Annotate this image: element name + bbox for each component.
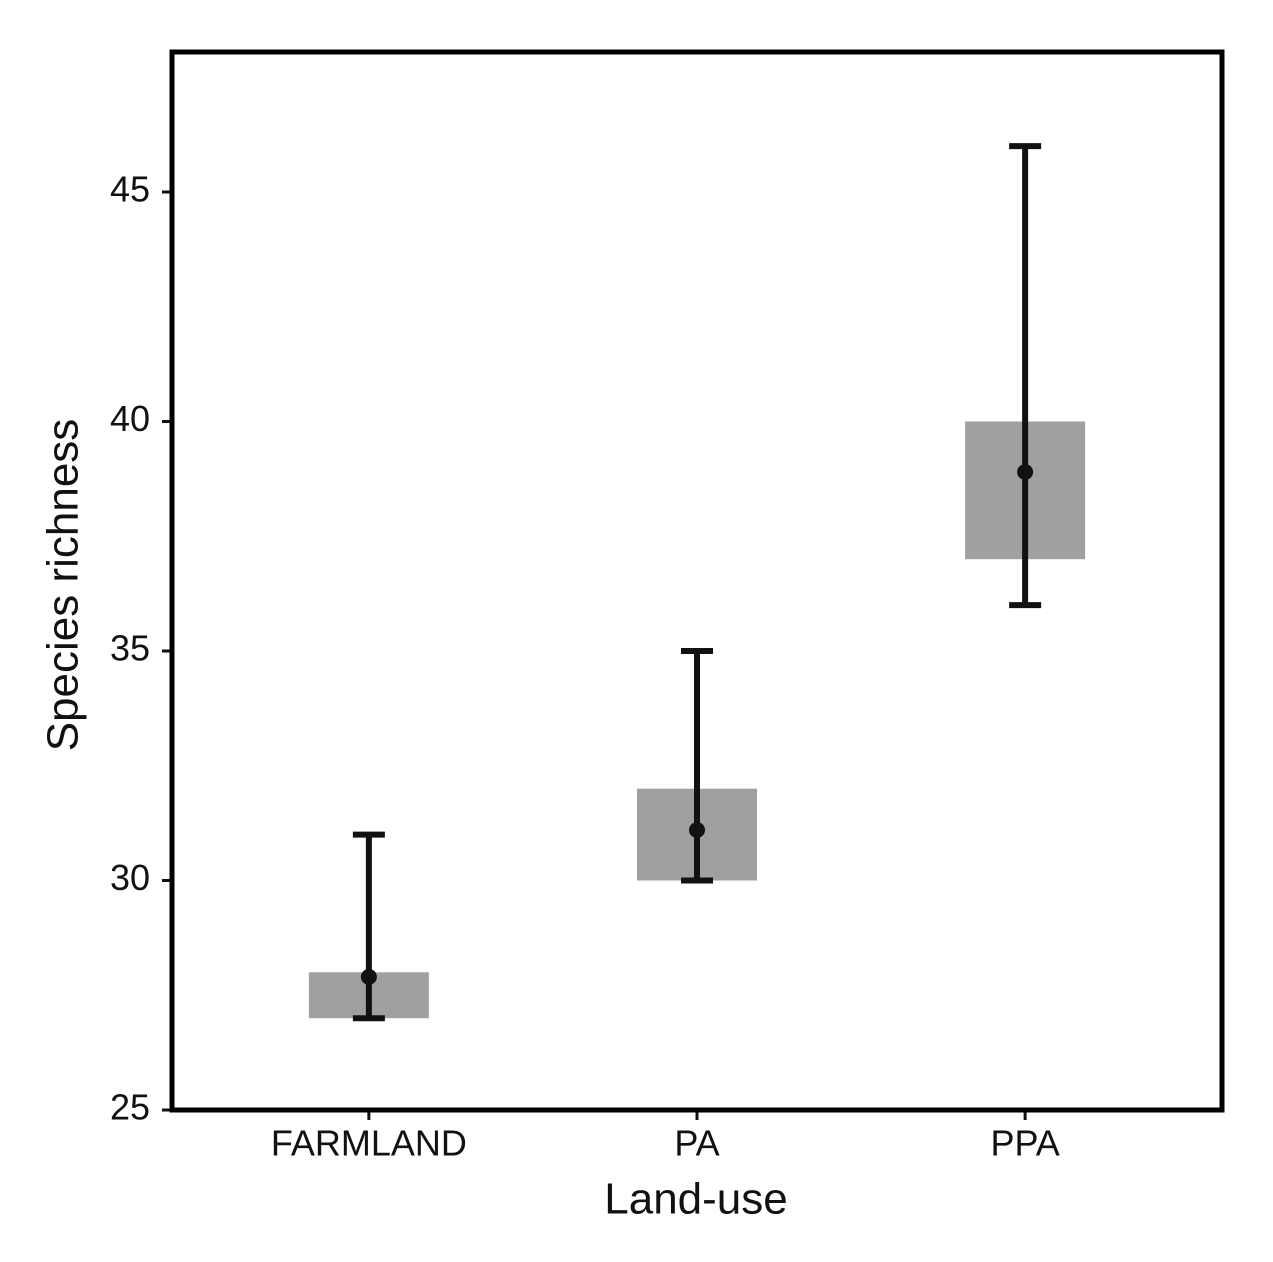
point <box>360 968 377 985</box>
x-tick-label: PA <box>674 1123 719 1164</box>
x-axis-title: Land-use <box>604 1175 787 1224</box>
y-axis-title: Species richness <box>39 419 88 752</box>
point <box>1017 463 1034 480</box>
y-tick-label: 40 <box>110 398 150 439</box>
y-tick-label: 25 <box>110 1087 150 1128</box>
plot-frame <box>169 49 1225 1113</box>
y-tick-label: 45 <box>110 169 150 210</box>
x-tick-label: FARMLAND <box>271 1123 467 1164</box>
y-tick-label: 35 <box>110 628 150 669</box>
y-tick-label: 30 <box>110 857 150 898</box>
x-tick-label: PPA <box>990 1123 1059 1164</box>
point <box>689 822 705 839</box>
